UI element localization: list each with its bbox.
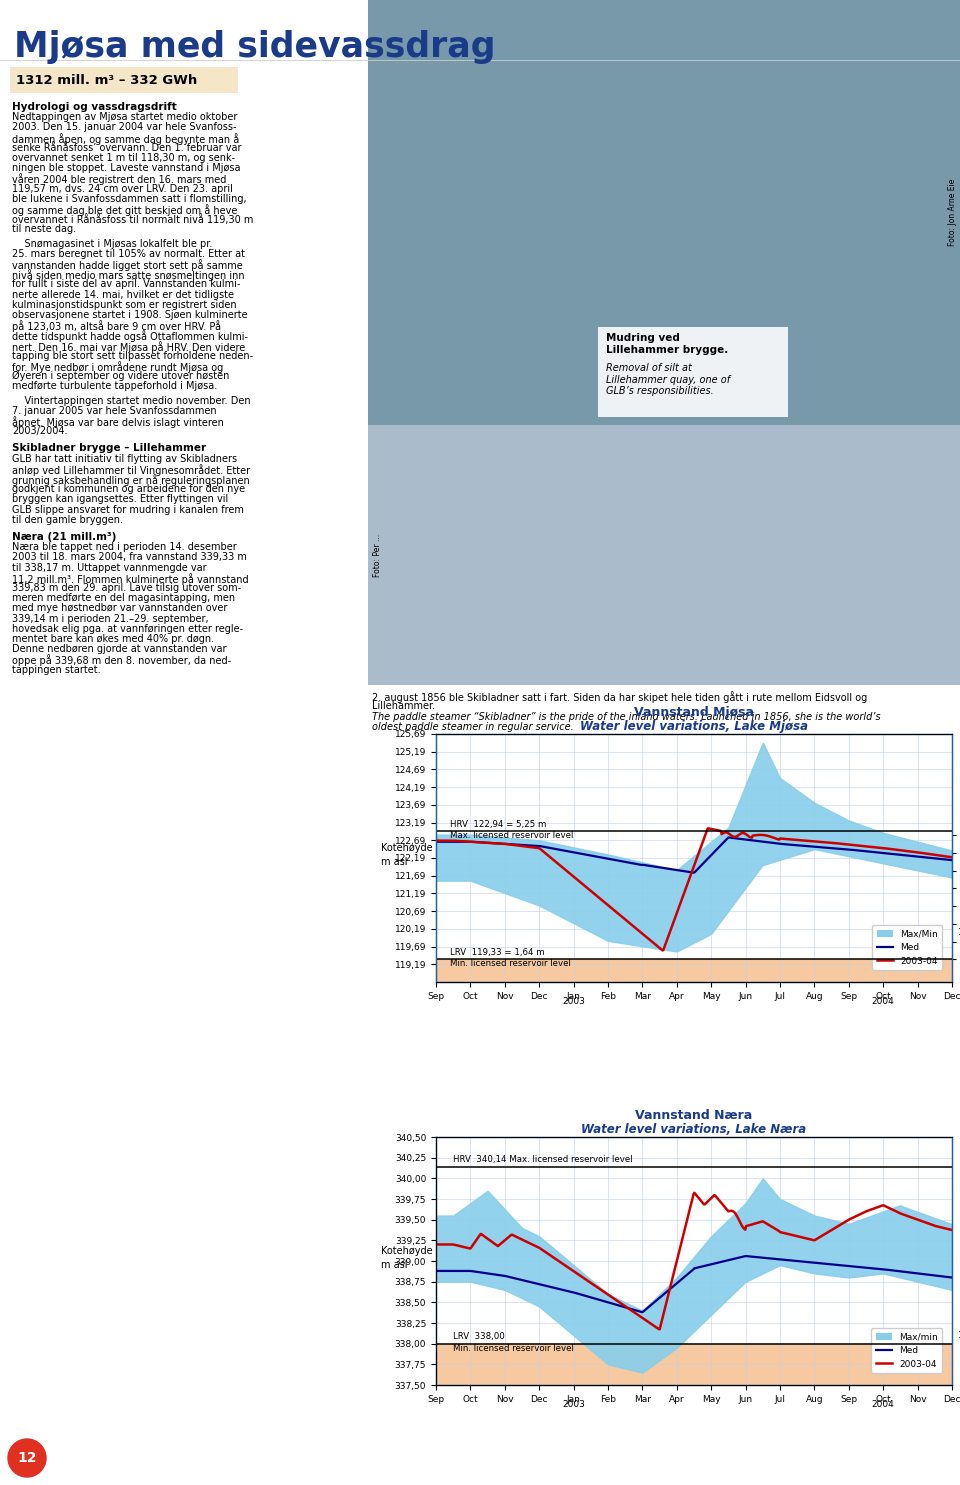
Text: Foto: Jon Arne Eie: Foto: Jon Arne Eie [948,178,957,247]
Text: Max. licensed reservoir level: Max. licensed reservoir level [449,832,573,841]
Text: 1978-03: 1978-03 [957,928,960,937]
Text: 1978-03: 1978-03 [957,1331,960,1339]
Text: m asl: m asl [381,857,407,867]
Text: 119,57 m, dvs. 24 cm over LRV. Den 23. april: 119,57 m, dvs. 24 cm over LRV. Den 23. a… [12,184,233,193]
Text: godkjent i kommunen og arbeidene for den nye: godkjent i kommunen og arbeidene for den… [12,484,245,495]
Text: tappingen startet.: tappingen startet. [12,665,101,674]
Text: 2003/2004.: 2003/2004. [12,426,67,437]
Text: Removal of silt at
Lillehammer quay, one of
GLB’s responsibilities.: Removal of silt at Lillehammer quay, one… [606,362,731,396]
Text: 339,83 m den 29. april. Lave tilsig utover som-: 339,83 m den 29. april. Lave tilsig utov… [12,584,241,593]
Text: Vannstand Næra: Vannstand Næra [636,1109,753,1123]
Text: Hydrologi og vassdragsdrift: Hydrologi og vassdragsdrift [12,102,177,111]
Legend: Max/Min, Med, 2003-04: Max/Min, Med, 2003-04 [872,925,943,970]
Text: nerte allerede 14. mai, hvilket er det tidligste: nerte allerede 14. mai, hvilket er det t… [12,290,234,300]
Text: Mjøsa med sidevassdrag: Mjøsa med sidevassdrag [14,30,495,64]
Text: vannstanden hadde ligget stort sett på samme: vannstanden hadde ligget stort sett på s… [12,258,243,270]
Text: Skibladner brygge – Lillehammer: Skibladner brygge – Lillehammer [12,444,206,453]
Text: 11,2 mill.m³. Flommen kulminerte på vannstand: 11,2 mill.m³. Flommen kulminerte på vann… [12,573,249,585]
Text: medførte turbulente tappeforhold i Mjøsa.: medførte turbulente tappeforhold i Mjøsa… [12,382,217,392]
Text: GLB har tatt initiativ til flytting av Skibladners: GLB har tatt initiativ til flytting av S… [12,453,237,463]
Text: Nedtappingen av Mjøsa startet medio oktober: Nedtappingen av Mjøsa startet medio okto… [12,113,237,122]
Text: 2. august 1856 ble Skibladner satt i fart. Siden da har skipet hele tiden gått i: 2. august 1856 ble Skibladner satt i far… [372,691,867,702]
Text: 2004: 2004 [872,1400,895,1409]
Text: The paddle steamer “Skibladner” is the pride of the inland waters. Launched in 1: The paddle steamer “Skibladner” is the p… [372,711,880,722]
Text: 7. januar 2005 var hele Svanfossdammen: 7. januar 2005 var hele Svanfossdammen [12,405,217,416]
Text: til den gamle bryggen.: til den gamle bryggen. [12,515,123,524]
Text: ningen ble stoppet. Laveste vannstand i Mjøsa: ningen ble stoppet. Laveste vannstand i … [12,163,241,174]
Text: Vannstand Mjøsa: Vannstand Mjøsa [634,705,754,719]
Text: oppe på 339,68 m den 8. november, da ned-: oppe på 339,68 m den 8. november, da ned… [12,655,231,667]
Text: åpnet. Mjøsa var bare delvis islagt vinteren: åpnet. Mjøsa var bare delvis islagt vint… [12,416,224,428]
Text: GLB slippe ansvaret for mudring i kanalen frem: GLB slippe ansvaret for mudring i kanale… [12,505,244,515]
Text: Denne nedbøren gjorde at vannstanden var: Denne nedbøren gjorde at vannstanden var [12,644,227,655]
Text: Water level variations, Lake Mjøsa: Water level variations, Lake Mjøsa [580,720,808,734]
Text: tapping ble stort sett tilpasset forholdene neden-: tapping ble stort sett tilpasset forhold… [12,350,253,361]
Bar [368,0,960,425]
Text: 25. mars beregnet til 105% av normalt. Etter at: 25. mars beregnet til 105% av normalt. E… [12,249,245,258]
Text: 2003: 2003 [563,996,585,1005]
Bar [10,67,238,94]
Text: Lillehammer.: Lillehammer. [372,701,435,711]
Text: til 338,17 m. Uttappet vannmengde var: til 338,17 m. Uttappet vannmengde var [12,563,206,573]
Text: på 123,03 m, altså bare 9 cm over HRV. På: på 123,03 m, altså bare 9 cm over HRV. P… [12,321,221,333]
Text: m asl: m asl [381,1259,407,1270]
Text: observasjonene startet i 1908. Sjøen kulminerte: observasjonene startet i 1908. Sjøen kul… [12,310,248,319]
Text: med mye høstnedbør var vannstanden over: med mye høstnedbør var vannstanden over [12,603,228,613]
Text: ble lukene i Svanfossdammen satt i flomstilling,: ble lukene i Svanfossdammen satt i floms… [12,195,247,203]
Text: grunnig saksbehandling er nå reguleringsplanen: grunnig saksbehandling er nå regulerings… [12,474,250,486]
Text: hovedsak elig pga. at vannføringen etter regle-: hovedsak elig pga. at vannføringen etter… [12,624,243,634]
Circle shape [8,1439,46,1478]
Text: Min. licensed reservoir level: Min. licensed reservoir level [449,959,570,968]
Text: 12: 12 [17,1451,36,1466]
Text: dammen åpen, og samme dag begynte man å: dammen åpen, og samme dag begynte man å [12,132,239,144]
Text: 1312 mill. m³ – 332 GWh: 1312 mill. m³ – 332 GWh [16,73,197,86]
Text: 2003 til 18. mars 2004, fra vannstand 339,33 m: 2003 til 18. mars 2004, fra vannstand 33… [12,552,247,563]
Text: LRV  119,33 = 1,64 m: LRV 119,33 = 1,64 m [449,949,544,958]
Text: meren medførte en del magasintapping, men: meren medførte en del magasintapping, me… [12,593,235,603]
Bar [598,327,788,417]
Bar [368,425,960,685]
Text: LRV  338,00: LRV 338,00 [453,1332,505,1341]
Text: 2004: 2004 [872,996,895,1005]
Text: for fullt i siste del av april. Vannstanden kulmi-: for fullt i siste del av april. Vannstan… [12,279,240,290]
Text: oldest paddle steamer in regular service.: oldest paddle steamer in regular service… [372,722,574,732]
Text: bryggen kan igangsettes. Etter flyttingen vil: bryggen kan igangsettes. Etter flyttinge… [12,495,228,505]
Text: nivå siden medio mars satte snøsmeltingen inn: nivå siden medio mars satte snøsmeltinge… [12,269,245,281]
Text: 339,14 m i perioden 21.–29. september,: 339,14 m i perioden 21.–29. september, [12,613,208,624]
Text: nert. Den 16. mai var Mjøsa på HRV. Den videre: nert. Den 16. mai var Mjøsa på HRV. Den … [12,340,245,352]
Text: Foto: Per ...: Foto: Per ... [372,533,381,576]
Text: Water level variations, Lake Næra: Water level variations, Lake Næra [582,1123,806,1136]
Text: anløp ved Lillehammer til Vingnesområdet. Etter: anløp ved Lillehammer til Vingnesområdet… [12,463,251,475]
Text: overvannet i Rånåsfoss til normalt nivå 119,30 m: overvannet i Rånåsfoss til normalt nivå … [12,214,253,226]
Text: kulminasjonstidspunkt som er registrert siden: kulminasjonstidspunkt som er registrert … [12,300,236,310]
Text: Snømagasinet i Mjøsas lokalfelt ble pr.: Snømagasinet i Mjøsas lokalfelt ble pr. [12,239,212,248]
Text: dette tidspunkt hadde også Ottaflommen kulmi-: dette tidspunkt hadde også Ottaflommen k… [12,330,248,343]
Text: til neste dag.: til neste dag. [12,224,76,235]
Text: Min. licensed reservoir level: Min. licensed reservoir level [453,1344,574,1353]
Text: Øyeren i september og videre utover høsten: Øyeren i september og videre utover høst… [12,371,229,382]
Text: Vintertappingen startet medio november. Den: Vintertappingen startet medio november. … [12,395,251,405]
Text: Mudring ved
Lillehammer brygge.: Mudring ved Lillehammer brygge. [606,333,729,355]
Text: Næra ble tappet ned i perioden 14. desember: Næra ble tappet ned i perioden 14. desem… [12,542,237,552]
Text: Kotehøyde moh: Kotehøyde moh [381,843,457,852]
Text: HRV  122,94 = 5,25 m: HRV 122,94 = 5,25 m [449,820,546,829]
Text: Næra (21 mill.m³): Næra (21 mill.m³) [12,532,116,542]
Text: HRV  340,14 Max. licensed reservoir level: HRV 340,14 Max. licensed reservoir level [453,1155,633,1164]
Legend: Max/min, Med, 2003-04: Max/min, Med, 2003-04 [871,1328,943,1374]
Text: og samme dag ble det gitt beskjed om å heve: og samme dag ble det gitt beskjed om å h… [12,203,237,215]
Text: Kotehøyde moh: Kotehøyde moh [381,1246,457,1256]
Text: for. Mye nedbør i områdene rundt Mjøsa og: for. Mye nedbør i områdene rundt Mjøsa o… [12,361,224,373]
Text: overvannet senket 1 m til 118,30 m, og senk-: overvannet senket 1 m til 118,30 m, og s… [12,153,235,163]
Text: våren 2004 ble registrert den 16. mars med: våren 2004 ble registrert den 16. mars m… [12,174,227,186]
Text: 2003: 2003 [563,1400,585,1409]
Text: 2003. Den 15. januar 2004 var hele Svanfoss-: 2003. Den 15. januar 2004 var hele Svanf… [12,122,236,132]
Text: senke Rånåsfoss’ overvann. Den 1. februar var: senke Rånåsfoss’ overvann. Den 1. februa… [12,143,242,153]
Text: mentet bare kan økes med 40% pr. døgn.: mentet bare kan økes med 40% pr. døgn. [12,634,214,644]
